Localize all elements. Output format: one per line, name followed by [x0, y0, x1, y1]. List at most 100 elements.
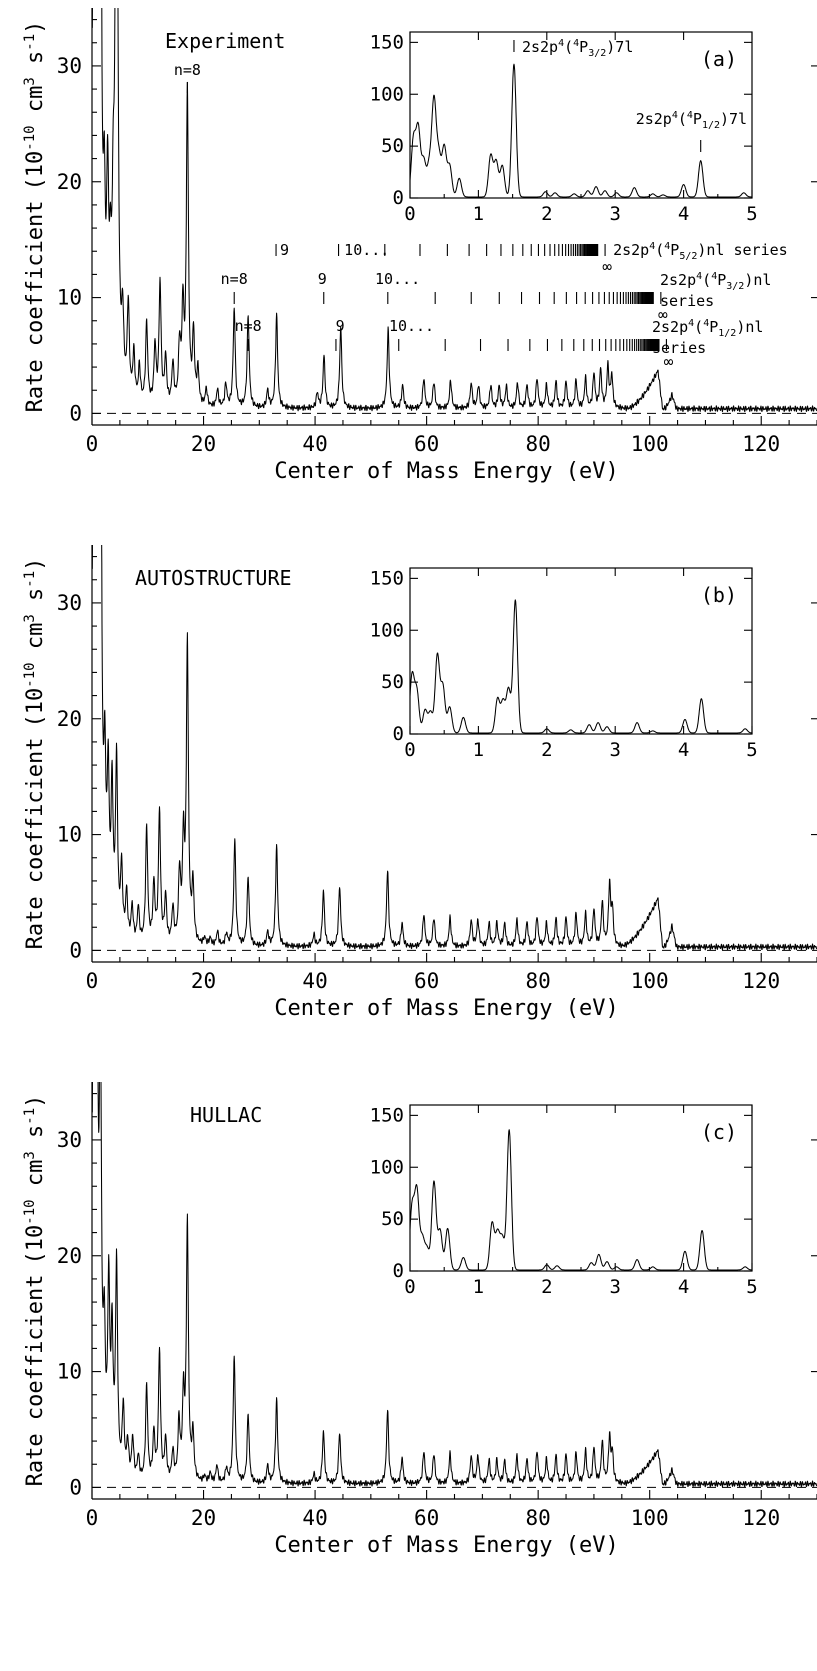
label-sup: 4 [711, 271, 717, 282]
y-unit-close: ) [23, 558, 48, 571]
inset-peak-label-32: 2s2p4(4P3/2)7l [522, 38, 633, 59]
y-unit-cm: cm [23, 1160, 48, 1200]
x-tick-label: 0 [86, 969, 99, 993]
inset-x-tick-label: 5 [746, 203, 757, 225]
series-n-label: 9 [318, 270, 327, 288]
rydberg-series-1: ∞9 10... 2s2p4(4P5/2)nl series [275, 241, 788, 276]
y-unit-exp: -10 [22, 1199, 38, 1224]
y-label-text: Rate coefficient [23, 200, 48, 412]
inset-x-tick-label: 2 [541, 739, 552, 761]
inset-x-tick-label: 5 [746, 739, 757, 761]
x-tick-label: 0 [86, 432, 99, 456]
y-tick-label: 30 [57, 54, 82, 78]
series-n-label: 9 [336, 317, 345, 335]
label-part: ( [678, 110, 687, 128]
y-unit-s: s [23, 588, 48, 615]
x-axis-label: Center of Mass Energy (eV) [274, 459, 618, 484]
series-n-label: 9 [280, 241, 289, 259]
x-tick-label: 100 [631, 432, 669, 456]
label-part: ( [564, 38, 573, 56]
y-unit-open: (10 [23, 1225, 48, 1265]
series-word-label: series [652, 339, 706, 357]
label-part: P [579, 38, 588, 56]
y-tick-label: 20 [57, 707, 82, 731]
label-part: 2s2p [636, 110, 672, 128]
inset-trace [409, 599, 753, 734]
label-sup: 4 [672, 110, 678, 121]
label-sub: 3/2 [726, 281, 744, 292]
y-tick-label: 0 [69, 401, 82, 425]
series-limit-infinity: ∞ [658, 305, 668, 324]
label-sup: 4 [687, 110, 693, 121]
label-part: ( [694, 318, 703, 336]
label-part: 2s2p [652, 318, 688, 336]
label-part: ( [655, 241, 664, 259]
inset-y-tick-label: 100 [370, 83, 404, 105]
y-unit-exp: -1 [22, 571, 38, 588]
model-label: HULLAC [190, 1103, 262, 1127]
series-n-label: n=8 [235, 317, 262, 335]
label-part: )7l [606, 38, 633, 56]
label-sup: 4 [573, 38, 579, 49]
label-part: 2s2p [660, 271, 696, 289]
inset-frame [409, 31, 753, 199]
inset-x-tick-label: 2 [541, 1276, 552, 1298]
series-word-label: series [660, 292, 714, 310]
x-tick-label: 60 [414, 1506, 439, 1530]
x-tick-label: 0 [86, 1506, 99, 1530]
inset-x-tick-label: 3 [609, 203, 620, 225]
y-label-text: Rate coefficient [23, 737, 48, 949]
inset-x-tick-label: 0 [404, 203, 415, 225]
x-tick-label: 20 [191, 969, 216, 993]
spectrum-trace [92, 545, 817, 951]
x-tick-label: 20 [191, 432, 216, 456]
label-sub: 3/2 [588, 48, 606, 59]
x-tick-label: 20 [191, 1506, 216, 1530]
y-label-text: Rate coefficient [23, 1274, 48, 1486]
y-tick-label: 10 [57, 286, 82, 310]
inset-x-tick-label: 0 [404, 1276, 415, 1298]
inset-y-tick-label: 100 [370, 619, 404, 641]
inset-y-tick-label: 150 [370, 31, 404, 53]
n8-label: n=8 [174, 61, 201, 79]
label-part: P [693, 110, 702, 128]
label-part: )nl series [697, 241, 787, 259]
y-unit-exp: 3 [22, 77, 38, 85]
label-sup: 4 [664, 241, 670, 252]
series-limit-infinity: ∞ [664, 352, 674, 371]
y-axis-label: Rate coefficient (10-10 cm3 s-1) [22, 1095, 48, 1487]
series-name-label: 2s2p4(4P1/2)nl [652, 318, 763, 339]
y-unit-s: s [23, 1125, 48, 1152]
y-unit-exp: -1 [22, 34, 38, 51]
y-tick-label: 30 [57, 591, 82, 615]
label-part: )nl [736, 318, 763, 336]
inset-x-tick-label: 1 [473, 739, 484, 761]
x-tick-label: 80 [526, 1506, 551, 1530]
x-tick-label: 40 [302, 432, 327, 456]
label-sub: 1/2 [702, 120, 720, 131]
label-part: P [709, 318, 718, 336]
y-unit-open: (10 [23, 151, 48, 191]
y-unit-close: ) [23, 21, 48, 34]
y-tick-label: 10 [57, 823, 82, 847]
model-label: Experiment [165, 29, 285, 53]
inset-plot: 0 1 2 3 4 5050100150(a)2s2p4(4P3/2)7l2s2p4(4P… [370, 31, 758, 225]
x-tick-label: 120 [742, 969, 780, 993]
x-tick-label: 100 [631, 969, 669, 993]
x-tick-label: 60 [414, 432, 439, 456]
label-part: P [717, 271, 726, 289]
y-tick-label: 10 [57, 1360, 82, 1384]
label-sup: 4 [649, 241, 655, 252]
inset-y-tick-label: 50 [381, 135, 404, 157]
y-unit-cm: cm [23, 86, 48, 126]
y-axis-label: Rate coefficient (10-10 cm3 s-1) [22, 558, 48, 950]
x-axis-label: Center of Mass Energy (eV) [274, 996, 618, 1021]
panel-label: (a) [701, 47, 737, 71]
label-sub: 5/2 [679, 251, 697, 262]
